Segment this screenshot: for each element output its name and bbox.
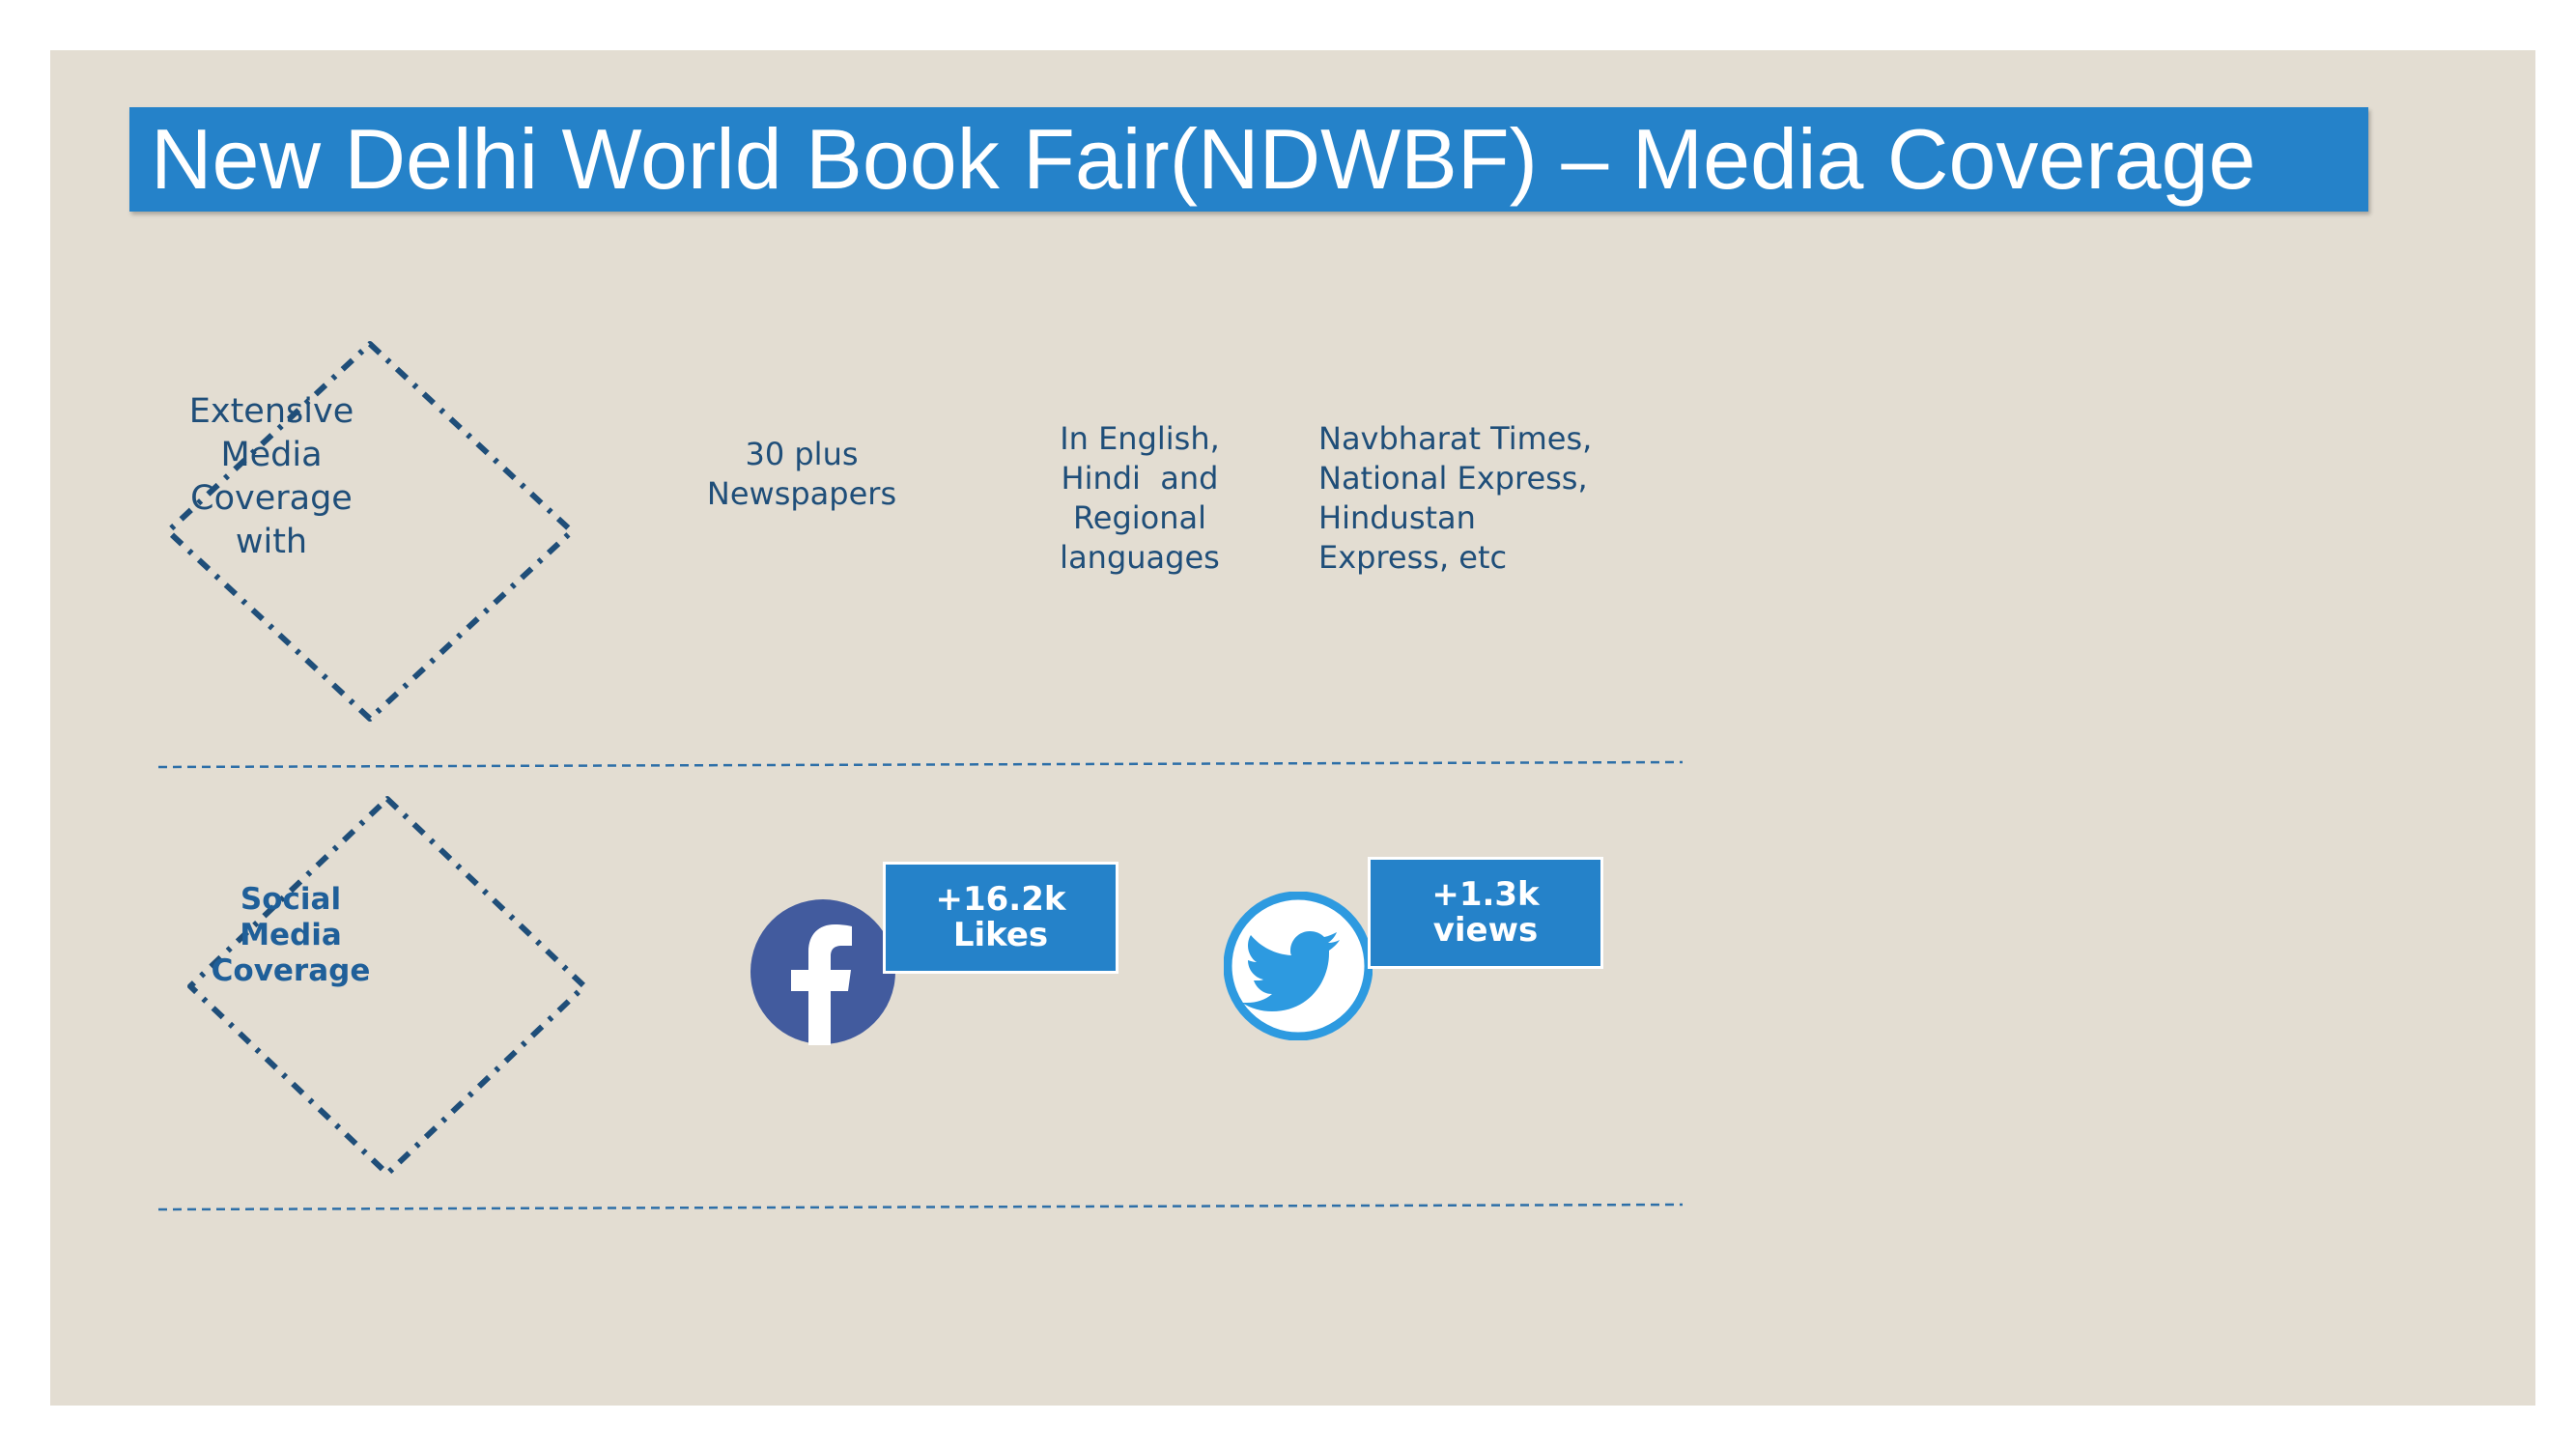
info-line: Express, etc [1318, 539, 1508, 576]
diamond-media-coverage [165, 341, 575, 722]
diamond-label-line: Coverage [211, 953, 371, 988]
info-newspapers: 30 plus Newspapers [637, 435, 966, 514]
diamond-label-line: Media [240, 918, 342, 952]
section-divider-bottom [157, 1203, 1684, 1211]
twitter-icon [1223, 891, 1373, 1044]
info-line: Newspapers [706, 475, 897, 512]
twitter-views-badge: +1.3k views [1368, 857, 1603, 969]
info-line: languages [1060, 539, 1220, 576]
stat-label: views [1432, 911, 1539, 950]
info-line: National Express, [1318, 460, 1588, 497]
info-line: 30 plus [745, 436, 859, 472]
diamond-social-media [187, 796, 587, 1177]
section-divider [157, 760, 1684, 769]
facebook-icon [750, 898, 896, 1049]
stat-value: +16.2k [935, 880, 1066, 919]
stat-value: +1.3k [1431, 875, 1540, 914]
slide: New Delhi World Book Fair(NDWBF) – Media… [50, 50, 2535, 1406]
stat-label: Likes [952, 916, 1049, 954]
info-line: Hindustan [1318, 499, 1476, 536]
info-line: Regional [1072, 499, 1207, 536]
diamond-label-line: Coverage [190, 479, 353, 518]
diamond-label-social: Social Media Coverage [188, 882, 393, 989]
diamond-label-media: Extensive Media Coverage with [169, 390, 374, 564]
facebook-likes-badge: +16.2k Likes [883, 862, 1118, 974]
diamond-label-line: Social [240, 882, 342, 917]
slide-title: New Delhi World Book Fair(NDWBF) – Media… [151, 111, 2256, 207]
info-line: In English, [1060, 420, 1220, 457]
info-languages: In English, Hindi and Regional languages [1005, 419, 1275, 578]
title-bar: New Delhi World Book Fair(NDWBF) – Media… [129, 107, 2368, 212]
info-line: Hindi and [1061, 460, 1219, 497]
diamond-label-line: with [235, 523, 308, 561]
diamond-label-line: Media [220, 436, 323, 474]
info-line: Navbharat Times, [1318, 420, 1593, 457]
diamond-label-line: Extensive [188, 392, 354, 431]
info-publications: Navbharat Times, National Express, Hindu… [1318, 419, 1724, 578]
